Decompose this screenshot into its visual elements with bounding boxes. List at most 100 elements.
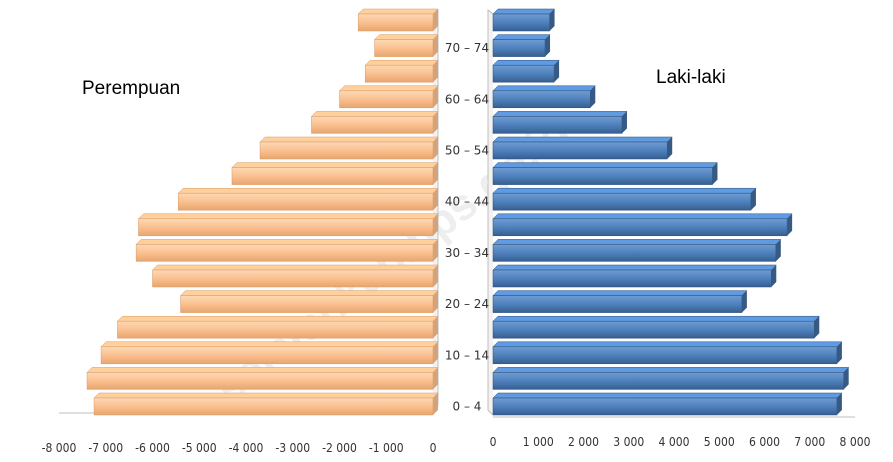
female-axis-tick-label: -4 000 (229, 441, 264, 455)
female-axis-tick-label: -1 000 (369, 441, 404, 455)
female-panel: -8 000 -7 000 -6 000 -5 000 -4 000 -3 000 -2 0… (42, 8, 439, 455)
male-bar (492, 136, 673, 160)
male-bar-end (836, 341, 842, 364)
male-bar-end (750, 188, 756, 211)
male-bar-top (492, 341, 843, 348)
male-bar (492, 187, 757, 211)
female-bar-end (433, 367, 438, 390)
male-axis-tick-label: 2 000 (568, 435, 599, 449)
male-bar (492, 34, 551, 57)
male-bar-end (712, 162, 718, 185)
female-bar-end (433, 239, 438, 262)
male-bar-top (492, 187, 757, 194)
female-bar-face (152, 269, 434, 288)
female-bar-face (311, 116, 434, 134)
female-bar-face (180, 295, 434, 313)
female-bar (93, 392, 439, 416)
female-bar-top (177, 187, 439, 194)
female-axis-tick-label: -2 000 (322, 441, 357, 455)
male-bar-face (492, 141, 668, 160)
male-bar-end (814, 316, 820, 339)
male-bar-end (545, 34, 551, 57)
male-bar-face (492, 320, 815, 339)
female-axis-tick-label: -6 000 (135, 441, 170, 455)
female-series-label: Perempuan (82, 78, 180, 99)
male-bar-face (492, 218, 788, 237)
male-bar (492, 8, 556, 32)
male-bar (492, 111, 628, 134)
female-bar-top (135, 239, 439, 245)
female-bar-end (433, 188, 438, 211)
male-bar-top (492, 367, 850, 373)
male-panel: 0 1 000 2 000 3 000 4 000 5 000 6 000 7 000 8 00… (487, 8, 871, 449)
male-axis-tick-label: 6 000 (749, 435, 780, 449)
male-bar (492, 85, 596, 109)
female-axis-tick-label: 0 (430, 441, 437, 455)
female-bar-end (433, 137, 438, 159)
female-bar-end (433, 341, 438, 364)
male-bar-top (492, 162, 719, 168)
male-axis-tick-label: 8 000 (840, 435, 871, 449)
female-bar-face (231, 167, 434, 185)
female-bar-top (310, 111, 439, 117)
male-bar-top (492, 111, 628, 117)
female-bar (338, 85, 439, 109)
male-bar-face (492, 346, 838, 365)
female-bar-end (433, 162, 438, 185)
male-bar-end (771, 265, 777, 287)
female-bar-face (177, 192, 434, 211)
female-bar-top (259, 136, 439, 143)
female-bar (177, 187, 439, 211)
male-bar (492, 367, 850, 390)
female-bar-end (433, 9, 438, 31)
age-group-labels: 0 – 4 10 – 14 20 – 24 30 – 34 40 – 44 50 – 54… (445, 41, 489, 413)
male-bar (492, 392, 843, 416)
female-bar-face (364, 64, 434, 83)
female-bar-top (137, 213, 439, 220)
male-bar-end (775, 239, 781, 262)
male-bar-face (492, 397, 838, 416)
female-bar-end (433, 393, 438, 415)
female-bar (259, 136, 439, 160)
female-bar-face (138, 218, 434, 237)
female-axis-tick-label: -3 000 (275, 441, 310, 455)
female-bar-end (433, 213, 438, 236)
female-bar-top (86, 367, 439, 373)
male-bar-face (492, 269, 772, 288)
male-bar-top (492, 239, 782, 245)
male-bar-end (843, 367, 849, 390)
female-bar-end (433, 60, 438, 83)
male-axis-tick-label: 7 000 (794, 435, 825, 449)
male-axis-tick-label: 3 000 (613, 435, 644, 449)
female-bar-top (93, 392, 439, 399)
female-bar (310, 111, 439, 134)
female-bar-face (86, 372, 434, 390)
female-bar (137, 213, 439, 237)
male-bar-top (492, 264, 777, 271)
age-group-label: 50 – 54 (445, 144, 489, 158)
age-group-label: 60 – 64 (445, 92, 489, 106)
female-bar (357, 8, 439, 32)
age-group-label: 30 – 34 (445, 246, 489, 260)
female-bar-face (135, 244, 434, 262)
male-axis-tick-label: 5 000 (704, 435, 735, 449)
female-bar (86, 367, 439, 390)
male-bar (492, 264, 777, 288)
male-axis-tick-label: 4 000 (659, 435, 690, 449)
male-bar-top (492, 136, 673, 143)
male-series-label: Laki-laki (656, 67, 726, 88)
female-bar-top (364, 59, 439, 66)
male-bar-end (549, 9, 555, 31)
male-bar-face (492, 295, 743, 313)
male-bar-face (492, 90, 591, 109)
female-bar-top (100, 341, 439, 348)
male-bar-top (492, 85, 596, 92)
male-bar-end (667, 137, 673, 159)
female-bar-top (116, 315, 439, 322)
male-bar-top (492, 34, 551, 40)
female-bar-top (338, 85, 439, 92)
male-axis-tick-label: 1 000 (523, 435, 554, 449)
age-group-label: 10 – 14 (445, 348, 489, 362)
male-bar-face (492, 372, 844, 390)
